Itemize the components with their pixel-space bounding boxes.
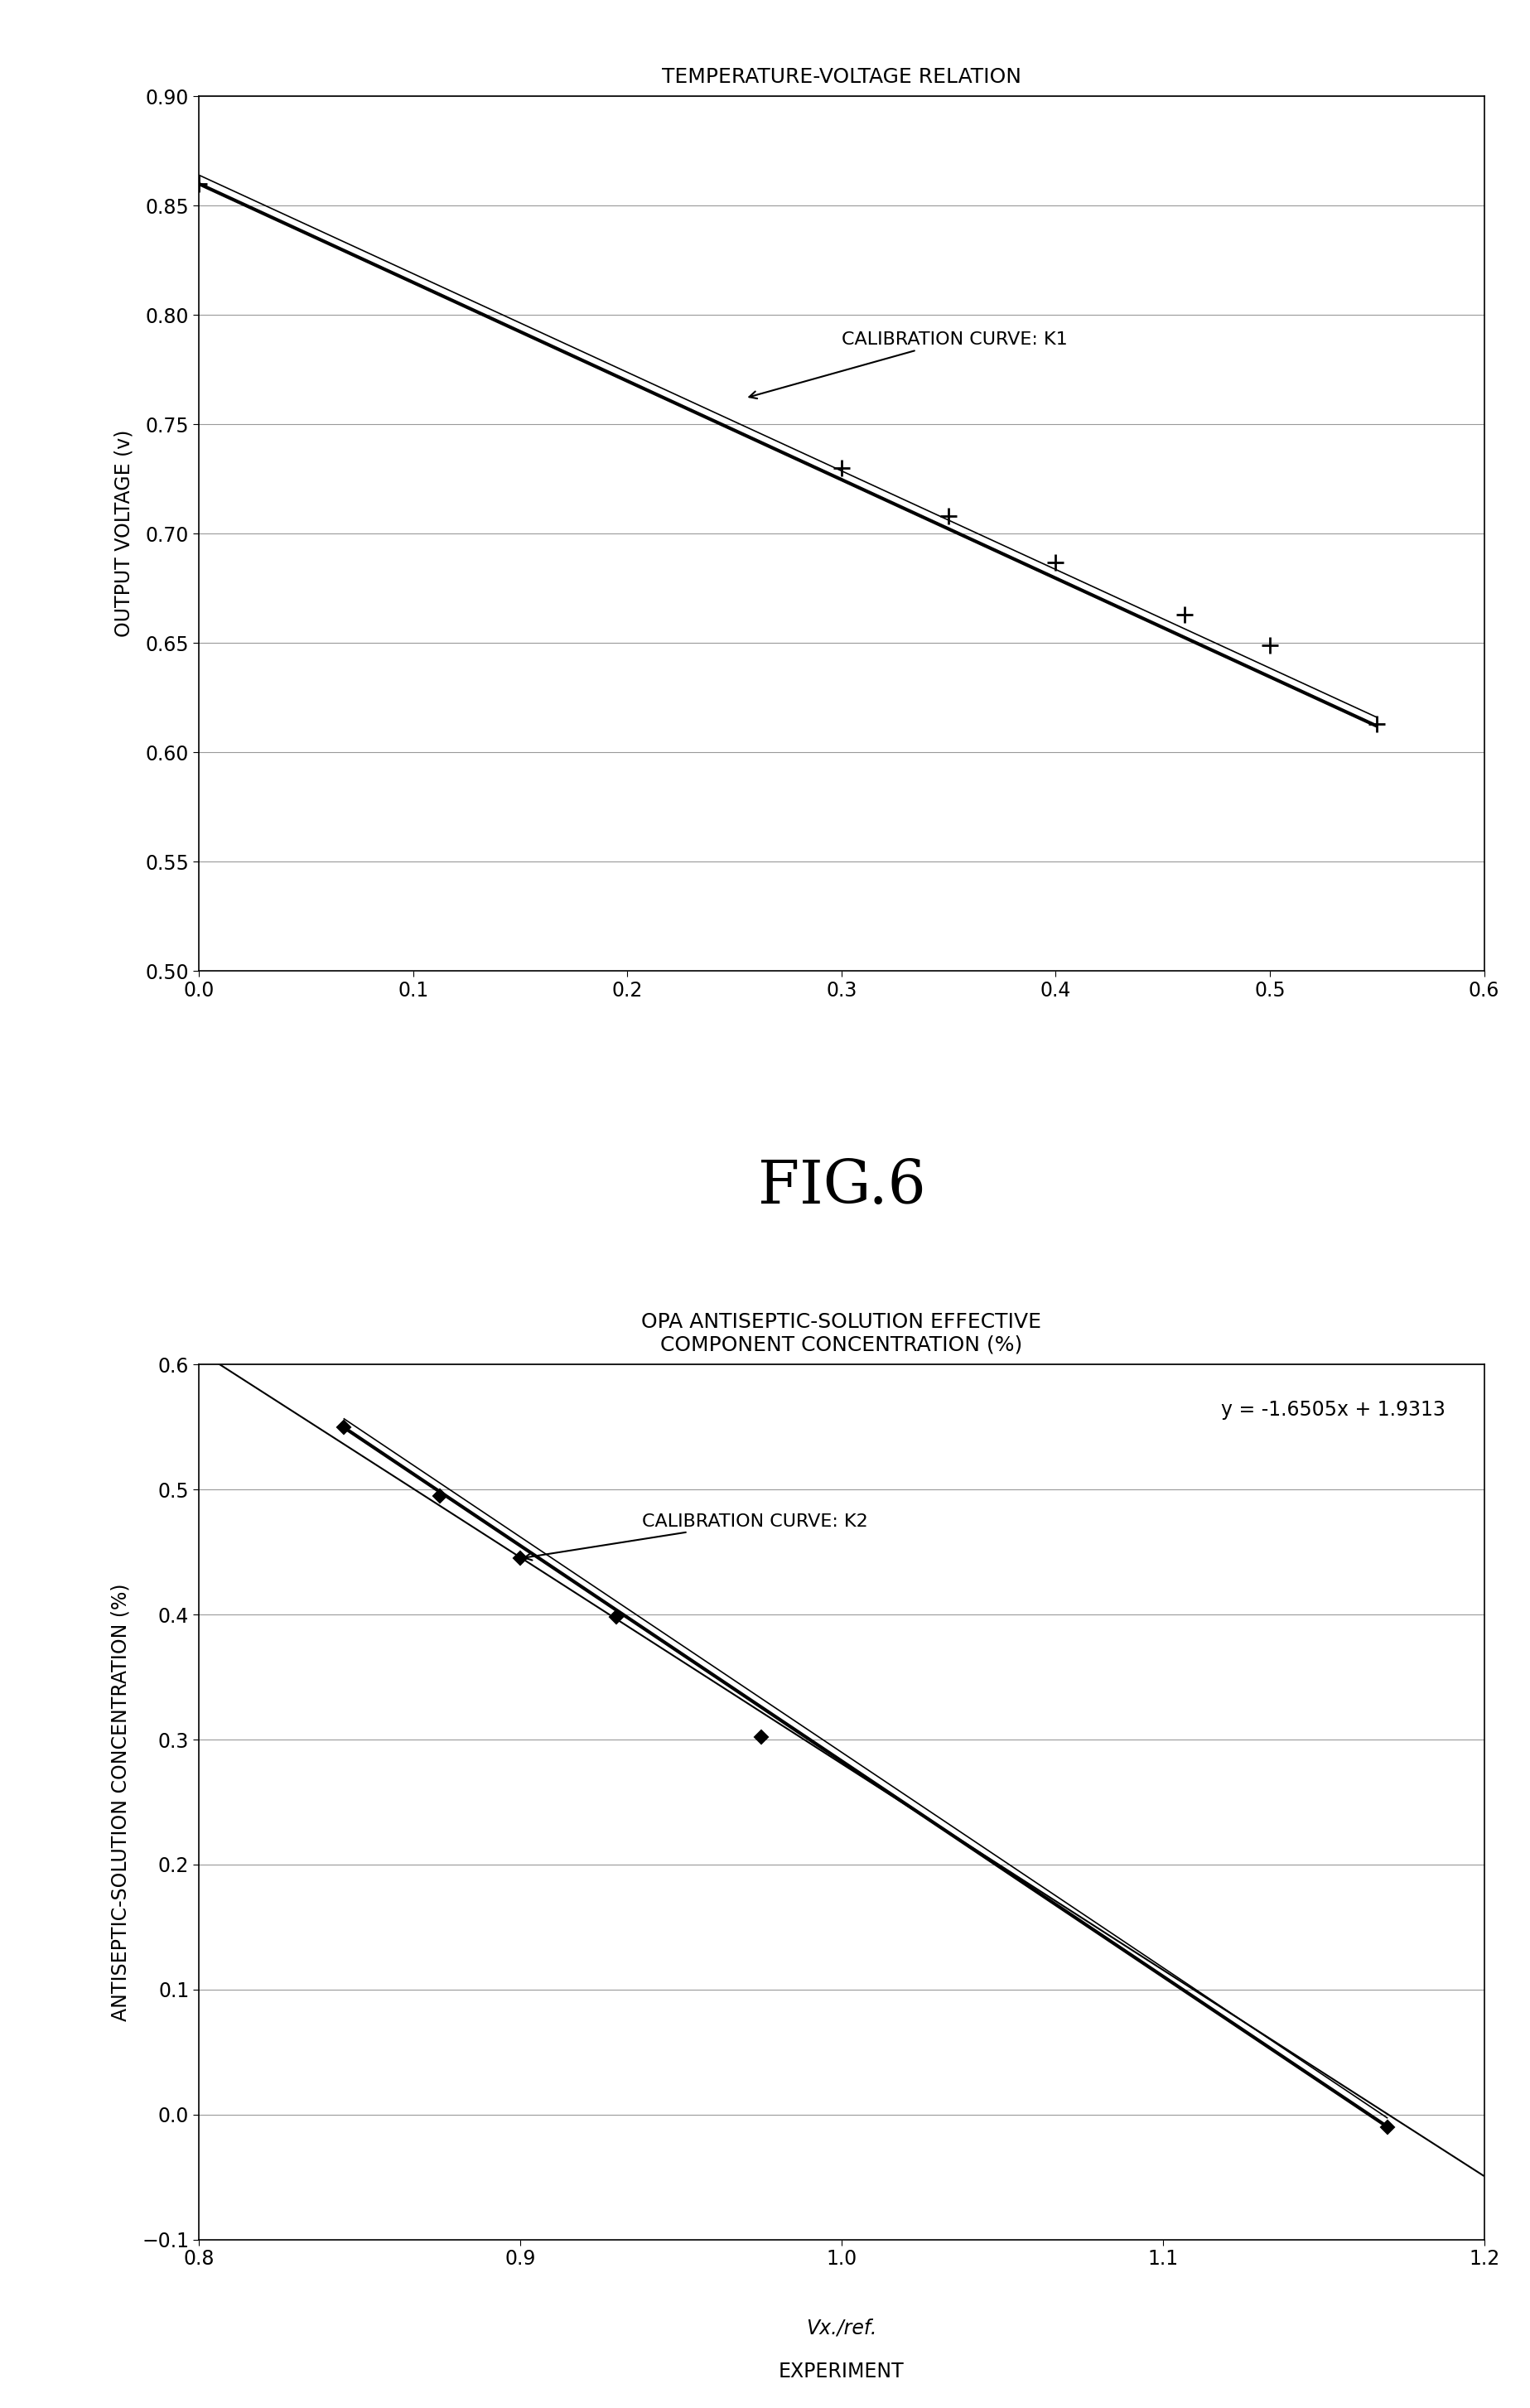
Text: EXPERIMENT: EXPERIMENT bbox=[779, 2362, 904, 2382]
Text: y = -1.6505x + 1.9313: y = -1.6505x + 1.9313 bbox=[1221, 1399, 1446, 1421]
Y-axis label: OUTPUT VOLTAGE (v): OUTPUT VOLTAGE (v) bbox=[113, 431, 133, 638]
Title: OPA ANTISEPTIC-SOLUTION EFFECTIVE
COMPONENT CONCENTRATION (%): OPA ANTISEPTIC-SOLUTION EFFECTIVE COMPON… bbox=[641, 1312, 1042, 1356]
Text: CALIBRATION CURVE: K2: CALIBRATION CURVE: K2 bbox=[525, 1512, 868, 1560]
Text: CALIBRATION CURVE: K1: CALIBRATION CURVE: K1 bbox=[750, 332, 1068, 400]
Text: FIG.6: FIG.6 bbox=[757, 1158, 926, 1216]
Title: TEMPERATURE-VOLTAGE RELATION: TEMPERATURE-VOLTAGE RELATION bbox=[662, 67, 1021, 87]
Text: Vx./ref.: Vx./ref. bbox=[806, 2319, 877, 2338]
Y-axis label: ANTISEPTIC-SOLUTION CONCENTRATION (%): ANTISEPTIC-SOLUTION CONCENTRATION (%) bbox=[110, 1582, 130, 2020]
